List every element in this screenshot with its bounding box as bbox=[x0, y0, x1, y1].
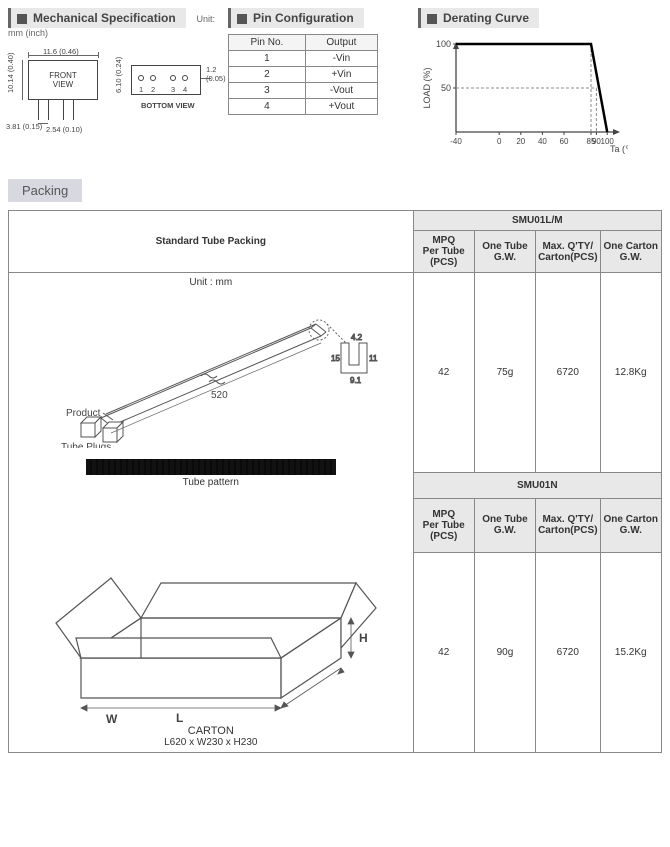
packing-heading: Packing bbox=[8, 179, 82, 202]
packing-table: Standard Tube Packing SMU01L/M MPQ Per T… bbox=[8, 210, 662, 753]
svg-text:9.1: 9.1 bbox=[350, 376, 362, 385]
front-view-box: FRONT VIEW bbox=[28, 60, 98, 100]
cell: 90g bbox=[474, 553, 535, 753]
cell: 6720 bbox=[536, 273, 600, 473]
table-row: 3-Vout bbox=[229, 83, 378, 99]
pin-num-3: 3 bbox=[171, 85, 175, 94]
cell: -Vin bbox=[305, 51, 377, 67]
bottom-view-label: BOTTOM VIEW bbox=[141, 101, 195, 110]
pin-config-title: Pin Configuration bbox=[228, 8, 364, 28]
pin-table: Pin No. Output 1-Vin 2+Vin 3-Vout 4+Vout bbox=[228, 34, 378, 115]
carton-W: W bbox=[106, 712, 118, 726]
col-head: Max. Q'TY/ Carton(PCS) bbox=[536, 231, 600, 273]
mech-spec-title-text: Mechanical Specification bbox=[33, 11, 176, 25]
svg-text:40: 40 bbox=[538, 137, 547, 146]
pin-header-no: Pin No. bbox=[229, 35, 306, 51]
diagram-cell: Unit : mm bbox=[9, 273, 414, 753]
mech-spec-title: Mechanical Specification bbox=[8, 8, 186, 28]
svg-text:4.2: 4.2 bbox=[351, 333, 363, 342]
tube-svg: Product Tube Plugs 520 15 4.2 11 bbox=[11, 298, 391, 448]
table-row: Standard Tube Packing SMU01L/M bbox=[9, 211, 662, 231]
svg-text:15: 15 bbox=[331, 354, 340, 363]
cell: 3 bbox=[229, 83, 306, 99]
cell: 4 bbox=[229, 99, 306, 115]
carton-L: L bbox=[176, 711, 183, 725]
top-sections: Mechanical Specification Unit: mm (inch)… bbox=[8, 8, 662, 154]
cell: 15.2Kg bbox=[600, 553, 661, 753]
cell: 6720 bbox=[536, 553, 600, 753]
dim-lead: 1.2 (0.05) bbox=[206, 65, 226, 83]
cell: -Vout bbox=[305, 83, 377, 99]
svg-text:LOAD (%): LOAD (%) bbox=[422, 67, 432, 108]
svg-text:11: 11 bbox=[369, 354, 378, 363]
derating-section: Derating Curve 50100-4002040608590100LOA… bbox=[418, 8, 648, 154]
label-plugs: Tube Plugs bbox=[61, 442, 111, 448]
label-product: Product bbox=[66, 408, 101, 419]
derating-chart: 50100-4002040608590100LOAD (%)Ta (℃) bbox=[418, 34, 628, 154]
col-head: One Tube G.W. bbox=[474, 498, 535, 552]
cell: 12.8Kg bbox=[600, 273, 661, 473]
svg-text:50: 50 bbox=[441, 83, 451, 93]
pin-config-title-text: Pin Configuration bbox=[253, 11, 354, 25]
dim-pindrop: 3.81 (0.15) bbox=[6, 122, 42, 131]
col-head: One Carton G.W. bbox=[600, 498, 661, 552]
svg-text:-40: -40 bbox=[450, 137, 462, 146]
cell: +Vin bbox=[305, 67, 377, 83]
tube-pattern-label: Tube pattern bbox=[11, 477, 411, 488]
tube-pattern-bar bbox=[86, 459, 336, 475]
group2-name: SMU01N bbox=[413, 473, 661, 499]
svg-text:0: 0 bbox=[497, 137, 502, 146]
col-head: One Carton G.W. bbox=[600, 231, 661, 273]
table-row: Unit : mm bbox=[9, 273, 662, 473]
pin-num-1: 1 bbox=[139, 85, 143, 94]
std-tube-title: Standard Tube Packing bbox=[9, 211, 414, 273]
table-row: 4+Vout bbox=[229, 99, 378, 115]
col-head: MPQ Per Tube (PCS) bbox=[413, 231, 474, 273]
cell: 75g bbox=[474, 273, 535, 473]
table-row: 2+Vin bbox=[229, 67, 378, 83]
svg-text:Ta (℃): Ta (℃) bbox=[610, 144, 628, 154]
carton-dims: L620 x W230 x H230 bbox=[11, 737, 411, 748]
pin-num-4: 4 bbox=[183, 85, 187, 94]
dim-pinpitch: 2.54 (0.10) bbox=[46, 125, 82, 134]
pin-header-out: Output bbox=[305, 35, 377, 51]
tube-length: 520 bbox=[211, 390, 228, 401]
col-head: Max. Q'TY/ Carton(PCS) bbox=[536, 498, 600, 552]
pin-num-2: 2 bbox=[151, 85, 155, 94]
tube-drawing: Product Tube Plugs 520 15 4.2 11 bbox=[11, 298, 391, 451]
table-row: Pin No. Output bbox=[229, 35, 378, 51]
cell: 42 bbox=[413, 273, 474, 473]
dim-height: 10.14 (0.40) bbox=[6, 53, 15, 93]
mech-drawings: 11.6 (0.46) FRONT VIEW 10.14 (0.40) 3.81… bbox=[8, 45, 218, 135]
carton-H: H bbox=[359, 631, 368, 645]
cell: 2 bbox=[229, 67, 306, 83]
group1-name: SMU01L/M bbox=[413, 211, 661, 231]
front-view-drawing: 11.6 (0.46) FRONT VIEW 10.14 (0.40) 3.81… bbox=[8, 45, 108, 135]
cell: 1 bbox=[229, 51, 306, 67]
svg-text:60: 60 bbox=[560, 137, 569, 146]
carton-drawing: L W H CARTON L620 x W230 x H230 bbox=[11, 508, 411, 748]
cell: 42 bbox=[413, 553, 474, 753]
derating-title-text: Derating Curve bbox=[443, 11, 529, 25]
table-row: 1-Vin bbox=[229, 51, 378, 67]
unit-note: Unit : mm bbox=[11, 277, 411, 288]
derating-title: Derating Curve bbox=[418, 8, 539, 28]
col-head: MPQ Per Tube (PCS) bbox=[413, 498, 474, 552]
svg-text:20: 20 bbox=[516, 137, 525, 146]
col-head: One Tube G.W. bbox=[474, 231, 535, 273]
front-view-label: FRONT VIEW bbox=[49, 71, 77, 89]
svg-text:100: 100 bbox=[436, 39, 451, 49]
pin-config-section: Pin Configuration Pin No. Output 1-Vin 2… bbox=[228, 8, 408, 115]
dim-thickness: 6.10 (0.24) bbox=[114, 57, 123, 93]
cell: +Vout bbox=[305, 99, 377, 115]
bottom-view-drawing: 6.10 (0.24) 1 2 3 4 1.2 (0.05) BOTTOM VI… bbox=[116, 45, 211, 135]
mechanical-spec-section: Mechanical Specification Unit: mm (inch)… bbox=[8, 8, 218, 135]
